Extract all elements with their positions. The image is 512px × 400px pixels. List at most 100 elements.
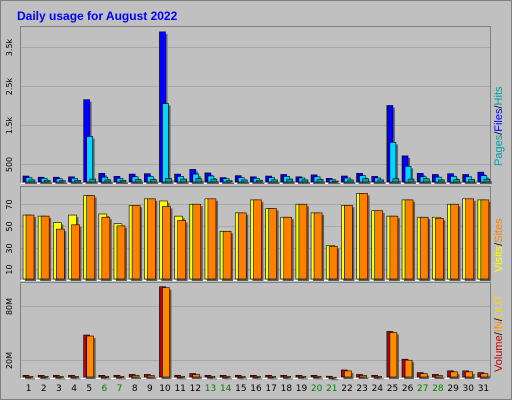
top-panel-legend-separator: / xyxy=(493,131,505,135)
in-bar xyxy=(40,376,49,378)
x-tick-label: 1 xyxy=(26,384,32,394)
pages-bar-shadow xyxy=(76,182,83,184)
middle-panel-legend-part: Sites xyxy=(493,218,505,243)
volume-bar-shadow xyxy=(25,377,31,379)
in-bar xyxy=(419,373,428,378)
x-tick-label: 31 xyxy=(478,384,489,394)
pages-bar-shadow xyxy=(258,182,265,184)
top-panel-legend: Pages/Files/Hits xyxy=(493,86,505,166)
pages-bar-shadow xyxy=(470,181,477,184)
x-tick-label: 9 xyxy=(147,384,153,394)
pages-bar xyxy=(286,178,294,183)
in-bar-shadow xyxy=(179,378,187,380)
middle-panel-legend-part: Visits xyxy=(493,245,505,272)
pages-bar-shadow xyxy=(31,181,37,184)
volume-bar-shadow xyxy=(70,377,77,379)
in-bar xyxy=(435,375,443,378)
pages-bar xyxy=(104,179,112,183)
pages-bar-shadow xyxy=(455,181,462,184)
files-bar-shadow xyxy=(58,180,65,184)
bottom-panel-y-tick-label: 80M xyxy=(5,298,14,315)
in-bar xyxy=(192,374,201,378)
pages-bar-shadow xyxy=(121,182,128,184)
x-tick-label: 13 xyxy=(205,384,216,394)
sites-bar xyxy=(40,215,50,280)
in-bar xyxy=(162,287,170,378)
x-tick-label: 16 xyxy=(250,384,262,394)
middle-panel-legend-separator: / xyxy=(493,242,505,246)
pages-bar xyxy=(43,179,51,183)
in-bar-shadow xyxy=(209,378,217,380)
files-bar-shadow xyxy=(225,180,232,184)
pages-bar xyxy=(316,179,324,183)
sites-bar xyxy=(237,212,247,280)
pages-bar-shadow xyxy=(106,181,113,184)
sites-bar xyxy=(344,205,353,280)
volume-bar-shadow xyxy=(237,377,244,379)
volume-bar-shadow xyxy=(373,377,380,379)
in-bar xyxy=(283,376,292,378)
sites-bar xyxy=(313,212,323,280)
top-panel-legend-part: Hits xyxy=(493,86,505,105)
pages-bar-shadow xyxy=(379,181,386,184)
in-bar-shadow xyxy=(376,378,384,380)
sites-bar xyxy=(480,199,490,280)
pages-bar xyxy=(240,179,248,183)
sites-bar xyxy=(328,246,338,280)
in-bar xyxy=(237,376,246,378)
pages-bar-shadow xyxy=(197,180,204,184)
top-panel-y-tick-label: 3.5k xyxy=(5,38,14,56)
pages-bar-shadow xyxy=(152,181,159,184)
in-bar xyxy=(480,373,489,378)
x-tick-label: 19 xyxy=(296,384,308,394)
sites-bar xyxy=(389,215,399,280)
sites-bar xyxy=(298,203,308,280)
pages-bar xyxy=(149,179,157,183)
volume-bar-shadow xyxy=(40,377,47,379)
x-tick-label: 10 xyxy=(159,384,171,394)
x-tick-label: 30 xyxy=(463,384,475,394)
top-panel-frame xyxy=(20,26,491,184)
x-tick-label: 15 xyxy=(235,384,246,394)
x-tick-label: 29 xyxy=(447,384,459,394)
pages-bar xyxy=(331,180,339,183)
x-tick-label: 11 xyxy=(174,384,185,394)
in-bar xyxy=(146,375,155,378)
x-tick-label: 17 xyxy=(265,384,276,394)
in-bar-shadow xyxy=(316,378,324,380)
pages-bar-shadow xyxy=(334,183,341,185)
pages-bar xyxy=(180,178,187,183)
pages-bar xyxy=(210,178,218,183)
top-panel-legend-part: Pages xyxy=(493,134,505,166)
sites-bar xyxy=(283,216,293,280)
x-tick-label: 20 xyxy=(311,384,323,394)
sites-bar xyxy=(101,216,111,280)
pages-bar xyxy=(347,179,354,183)
in-bar xyxy=(253,376,261,378)
pages-bar xyxy=(89,178,96,183)
pages-bar-shadow xyxy=(425,180,432,184)
middle-panel-y-tick-label: 30 xyxy=(5,243,14,253)
pages-bar xyxy=(225,180,233,183)
in-bar xyxy=(25,376,34,378)
pages-bar-shadow xyxy=(228,182,235,184)
sites-bar xyxy=(116,225,126,280)
volume-bar-shadow xyxy=(55,377,62,379)
x-tick-label: 23 xyxy=(356,384,367,394)
sites-bar xyxy=(450,203,459,280)
middle-panel-y-tick-label: 10 xyxy=(5,264,14,274)
x-tick-label: 6 xyxy=(102,384,108,394)
sites-bar xyxy=(435,218,444,280)
in-bar-shadow xyxy=(482,375,490,379)
sites-bar xyxy=(25,214,35,280)
pages-bar xyxy=(119,179,127,183)
sites-bar xyxy=(71,224,80,280)
pages-bar-shadow xyxy=(319,181,326,184)
sites-bar xyxy=(374,210,384,280)
pages-bar xyxy=(362,178,369,183)
in-bar xyxy=(56,376,64,378)
in-bar-shadow xyxy=(285,378,293,380)
pages-bar-shadow xyxy=(485,181,492,184)
in-bar-shadow xyxy=(225,378,233,380)
